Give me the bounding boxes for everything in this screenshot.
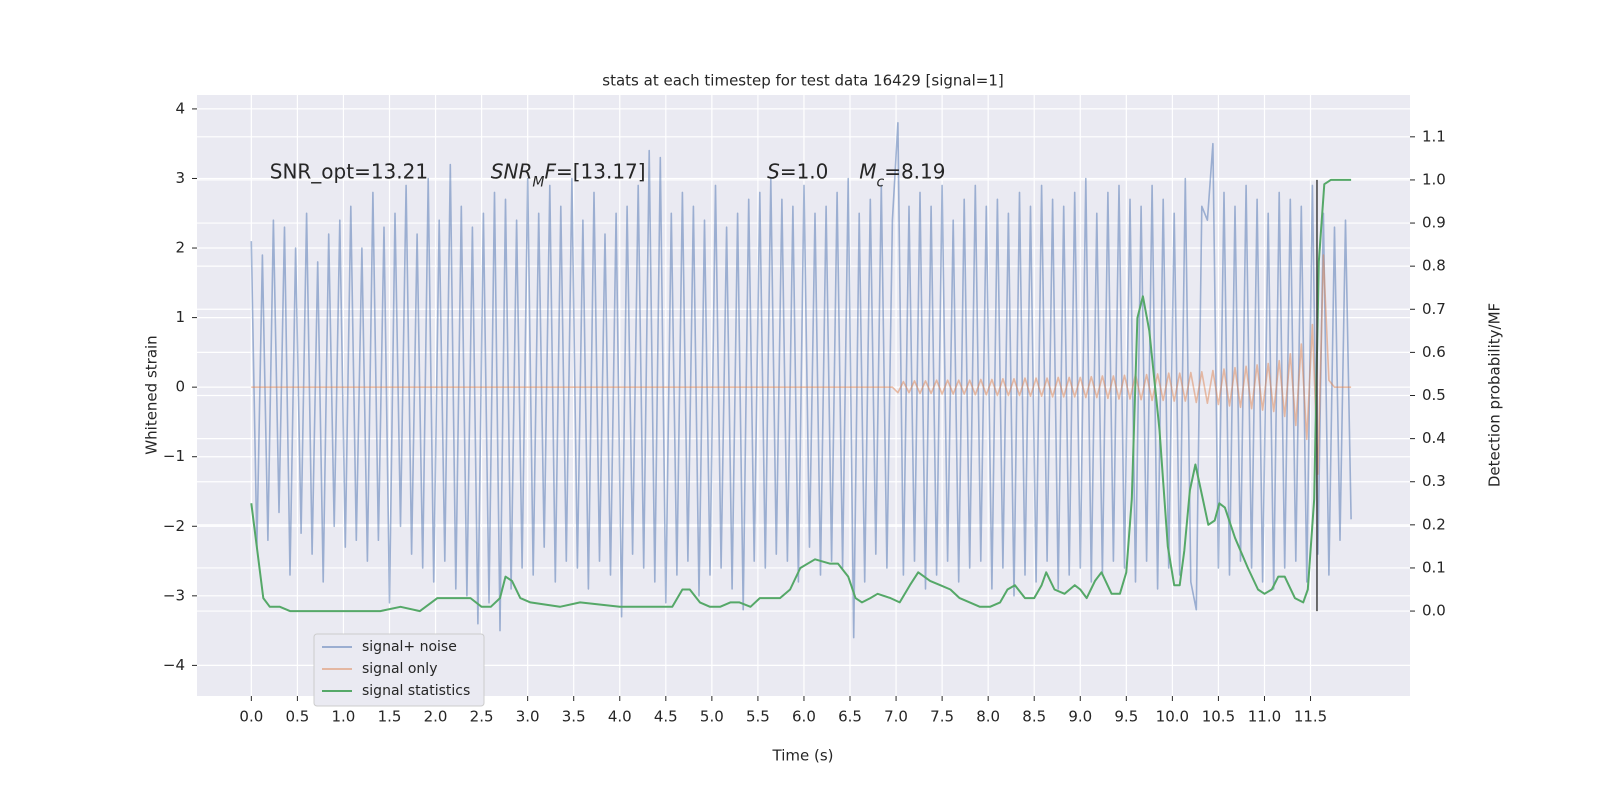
annotation-part: F bbox=[544, 159, 556, 183]
annotation: SNR_opt=13.21 bbox=[270, 159, 428, 183]
x-tick-label: 1.5 bbox=[378, 708, 402, 726]
y-tick-label: 0 bbox=[175, 378, 185, 396]
y2-tick-label: 0.5 bbox=[1422, 386, 1446, 404]
annotation-part: M bbox=[859, 159, 876, 183]
y2-tick-label: 0.0 bbox=[1422, 602, 1446, 620]
legend-label: signal only bbox=[362, 661, 437, 677]
annotation-part: =1.0 bbox=[780, 159, 829, 183]
legend-box bbox=[313, 633, 485, 707]
annotation-part: SNR bbox=[491, 159, 533, 183]
y2-tick-label: 0.8 bbox=[1422, 257, 1446, 275]
x-tick-label: 8.5 bbox=[1022, 708, 1046, 726]
series-line bbox=[250, 122, 1352, 639]
x-tick-label: 3.0 bbox=[516, 708, 540, 726]
x-tick-label: 8.0 bbox=[976, 708, 1000, 726]
x-tick-label: 5.0 bbox=[700, 708, 724, 726]
y2-tick-label: 0.6 bbox=[1422, 343, 1446, 361]
x-tick-label: 6.0 bbox=[792, 708, 816, 726]
x-axis-label: Time (s) bbox=[772, 747, 834, 765]
annotation-part: S bbox=[767, 159, 780, 183]
x-tick-label: 10.0 bbox=[1156, 708, 1189, 726]
x-tick-label: 2.0 bbox=[424, 708, 448, 726]
x-tick-label: 3.5 bbox=[562, 708, 586, 726]
series-line bbox=[251, 254, 1352, 475]
x-tick-label: 6.5 bbox=[838, 708, 862, 726]
y2-tick-label: 1.0 bbox=[1422, 170, 1446, 188]
y2-tick-label: 0.3 bbox=[1422, 472, 1446, 490]
y2-tick-label: 0.1 bbox=[1422, 558, 1446, 576]
series-line bbox=[250, 178, 1352, 613]
y-tick-label: −3 bbox=[163, 586, 185, 604]
legend-label: signal+ noise bbox=[362, 639, 457, 655]
x-tick-label: 11.5 bbox=[1294, 708, 1327, 726]
y-tick-label: −1 bbox=[163, 447, 185, 465]
annotation: S=1.0 bbox=[767, 159, 828, 183]
y2-tick-label: 0.4 bbox=[1422, 429, 1446, 447]
y2-tick-label: 1.1 bbox=[1422, 127, 1446, 145]
annotation-part: =8.19 bbox=[884, 159, 945, 183]
legend: signal+ noise signal only signal statistic… bbox=[313, 633, 485, 707]
y2-tick-label: 0.7 bbox=[1422, 300, 1446, 318]
x-tick-label: 10.5 bbox=[1202, 708, 1235, 726]
annotation-part: M bbox=[532, 174, 544, 190]
y2-tick-label: 0.9 bbox=[1422, 214, 1446, 232]
y-axis-label: Whitened strain bbox=[143, 335, 161, 454]
x-tick-label: 5.5 bbox=[746, 708, 770, 726]
annotation: SNRMF=[13.17] bbox=[491, 159, 646, 190]
x-tick-label: 0.0 bbox=[239, 708, 263, 726]
y-tick-label: 4 bbox=[175, 99, 185, 117]
y-tick-label: −2 bbox=[163, 517, 185, 535]
x-tick-label: 11.0 bbox=[1248, 708, 1281, 726]
y2-tick-label: 0.2 bbox=[1422, 515, 1446, 533]
annotation-part: c bbox=[876, 174, 884, 190]
x-tick-label: 4.0 bbox=[608, 708, 632, 726]
y-tick-label: 2 bbox=[175, 239, 185, 257]
x-tick-label: 7.5 bbox=[930, 708, 954, 726]
y2-axis-label: Detection probability/MF bbox=[1486, 303, 1504, 487]
x-tick-label: 0.5 bbox=[285, 708, 309, 726]
chart-title: stats at each timestep for test data 164… bbox=[602, 72, 1003, 90]
y-tick-label: 1 bbox=[175, 308, 185, 326]
x-tick-label: 7.0 bbox=[884, 708, 908, 726]
annotation: Mc=8.19 bbox=[859, 159, 945, 190]
x-tick-label: 1.0 bbox=[332, 708, 356, 726]
legend-label: signal statistics bbox=[362, 683, 470, 699]
x-tick-label: 4.5 bbox=[654, 708, 678, 726]
y-tick-label: −4 bbox=[163, 656, 185, 674]
x-tick-label: 9.0 bbox=[1068, 708, 1092, 726]
y-tick-label: 3 bbox=[175, 169, 185, 187]
x-tick-label: 9.5 bbox=[1114, 708, 1138, 726]
annotation-part: =[13.17] bbox=[556, 159, 646, 183]
annotation-part: SNR_opt=13.21 bbox=[270, 159, 428, 183]
x-tick-label: 2.5 bbox=[470, 708, 494, 726]
